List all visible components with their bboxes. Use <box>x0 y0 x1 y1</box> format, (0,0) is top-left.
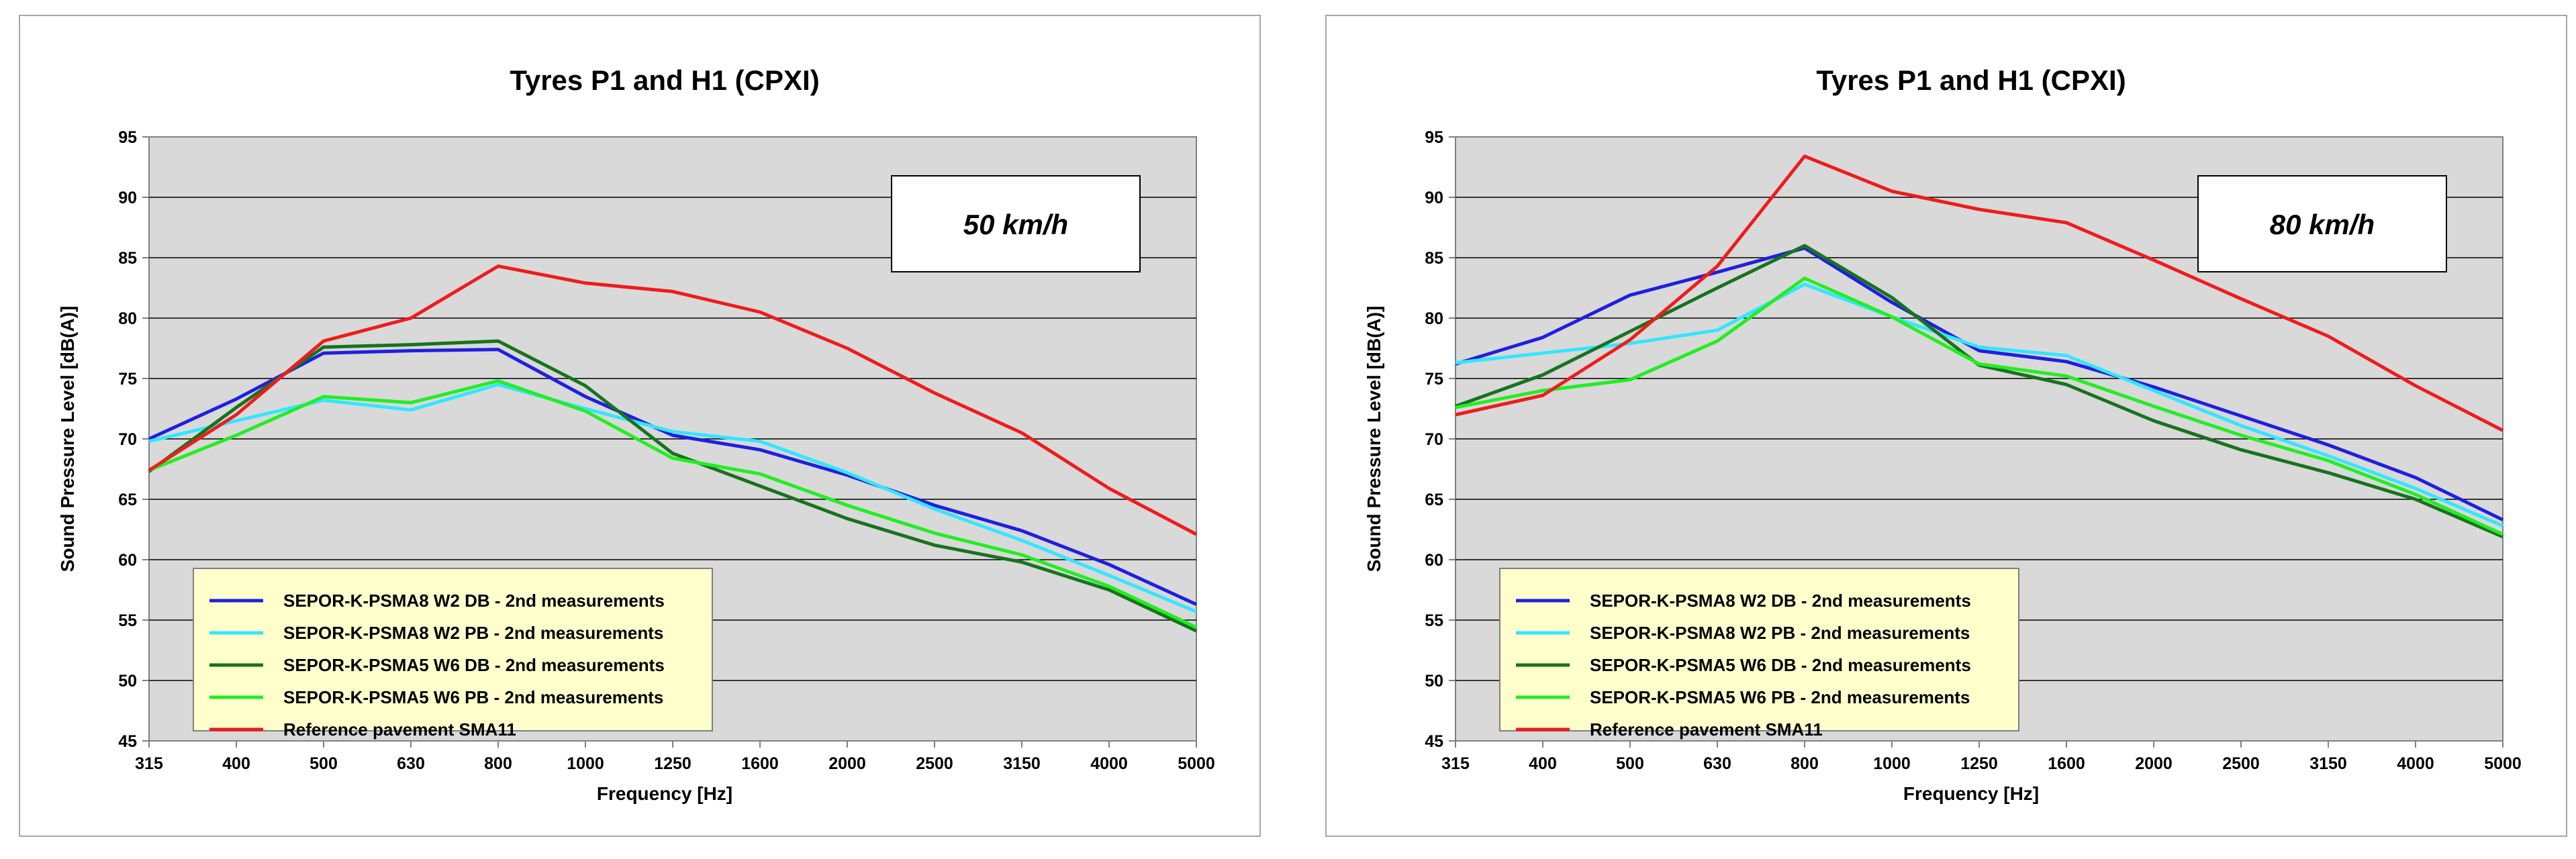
x-tick-label: 5000 <box>1178 754 1215 773</box>
y-tick-label: 55 <box>118 611 137 630</box>
series-line <box>148 379 1198 629</box>
legend-label: SEPOR-K-PSMA8 W2 PB - 2nd measurements <box>283 623 663 643</box>
chart-title: Tyres P1 and H1 (CPXI) <box>1816 64 2126 96</box>
y-axis-label: Sound Pressure Level [dB(A)] <box>57 306 78 572</box>
x-tick-label: 400 <box>222 754 250 773</box>
series-lines <box>148 264 1198 633</box>
y-tick-label: 50 <box>1425 672 1443 691</box>
y-tick-label: 85 <box>118 249 137 268</box>
series-line <box>1455 283 2503 527</box>
y-axis-ticks: 45 50 55 60 65 70 75 80 85 90 95 <box>1425 128 1456 751</box>
series-line <box>148 339 1198 633</box>
x-tick-label: 4000 <box>2397 754 2434 773</box>
chart-panel-80kmh: Tyres P1 and H1 (CPXI) 45 50 55 60 65 70 75 80 8… <box>1325 15 2567 837</box>
series-lines <box>1455 154 2504 539</box>
x-tick-label: 800 <box>1791 754 1819 773</box>
y-tick-label: 95 <box>118 128 137 147</box>
legend-label: SEPOR-K-PSMA8 W2 DB - 2nd measurements <box>1590 591 1971 611</box>
series-line <box>1455 246 2504 521</box>
speed-annotation: 80 km/h <box>2270 209 2375 240</box>
chart-title: Tyres P1 and H1 (CPXI) <box>510 64 819 96</box>
y-tick-label: 65 <box>118 491 137 509</box>
y-tick-label: 60 <box>1425 551 1443 570</box>
y-tick-label: 60 <box>118 551 137 570</box>
legend-label: Reference pavement SMA11 <box>283 719 516 740</box>
y-tick-label: 90 <box>1425 189 1443 207</box>
y-tick-label: 95 <box>1425 128 1443 147</box>
x-tick-label: 315 <box>1441 754 1470 773</box>
x-tick-label: 800 <box>484 754 512 773</box>
x-tick-label: 2500 <box>916 754 953 773</box>
x-tick-label: 2000 <box>2135 754 2173 773</box>
y-axis-label: Sound Pressure Level [dB(A)] <box>1364 306 1384 572</box>
x-tick-label: 1600 <box>2048 754 2085 773</box>
legend-label: SEPOR-K-PSMA5 W6 DB - 2nd measurements <box>283 655 665 675</box>
legend: SEPOR-K-PSMA8 W2 DB - 2nd measurements SE… <box>193 568 713 740</box>
x-tick-label: 500 <box>1616 754 1644 773</box>
series-line <box>148 383 1197 613</box>
x-tick-label: 4000 <box>1090 754 1128 773</box>
speed-annotation-box <box>2197 175 2447 272</box>
x-axis-ticks: 315 400 500 630 800 1000 1250 1600 2000 2500 3150 4… <box>1441 741 2522 773</box>
x-axis-label: Frequency [Hz] <box>1903 783 2039 804</box>
x-axis-label: Frequency [Hz] <box>597 783 732 804</box>
legend-box <box>193 568 713 731</box>
x-tick-label: 1000 <box>1873 754 1911 773</box>
x-tick-label: 3150 <box>2309 754 2347 773</box>
y-tick-label: 80 <box>118 309 137 328</box>
x-tick-label: 5000 <box>2484 754 2522 773</box>
y-tick-label: 75 <box>1425 370 1443 389</box>
y-tick-label: 55 <box>1425 611 1443 630</box>
y-tick-label: 90 <box>118 189 137 207</box>
legend-label: SEPOR-K-PSMA5 W6 PB - 2nd measurements <box>1590 687 1970 707</box>
x-tick-label: 1000 <box>567 754 604 773</box>
legend-label: Reference pavement SMA11 <box>1590 719 1823 740</box>
y-axis-ticks: 45 50 55 60 65 70 75 80 85 90 95 <box>118 128 149 751</box>
x-axis-ticks: 315 400 500 630 800 1000 1250 1600 2000 2500 3150 4… <box>135 741 1215 773</box>
legend-label: SEPOR-K-PSMA8 W2 DB - 2nd measurements <box>283 591 665 611</box>
x-tick-label: 630 <box>397 754 425 773</box>
y-tick-label: 45 <box>1425 732 1443 751</box>
series-line <box>1455 276 2504 536</box>
x-tick-label: 315 <box>135 754 163 773</box>
x-tick-label: 2000 <box>828 754 866 773</box>
y-tick-label: 65 <box>1425 491 1443 509</box>
series-line <box>1455 154 2504 432</box>
legend: SEPOR-K-PSMA8 W2 DB - 2nd measurements SE… <box>1499 568 2019 740</box>
y-tick-label: 70 <box>118 430 137 449</box>
y-tick-label: 45 <box>118 732 137 751</box>
series-line <box>148 348 1198 606</box>
legend-label: SEPOR-K-PSMA5 W6 PB - 2nd measurements <box>283 687 663 707</box>
series-line <box>148 264 1198 536</box>
speed-annotation-box <box>891 175 1141 272</box>
y-tick-label: 50 <box>118 672 137 691</box>
x-tick-label: 1250 <box>1960 754 1998 773</box>
x-tick-label: 400 <box>1529 754 1557 773</box>
x-tick-label: 1600 <box>741 754 779 773</box>
speed-annotation: 50 km/h <box>963 209 1068 240</box>
y-tick-label: 80 <box>1425 309 1443 328</box>
legend-label: SEPOR-K-PSMA8 W2 PB - 2nd measurements <box>1590 623 1970 643</box>
chart-80kmh: Tyres P1 and H1 (CPXI) 45 50 55 60 65 70 75 80 8… <box>1364 64 2522 804</box>
legend-label: SEPOR-K-PSMA5 W6 DB - 2nd measurements <box>1590 655 1971 675</box>
y-tick-label: 75 <box>118 370 137 389</box>
y-tick-label: 70 <box>1425 430 1443 449</box>
x-tick-label: 630 <box>1703 754 1731 773</box>
x-tick-label: 500 <box>309 754 338 773</box>
x-tick-label: 3150 <box>1003 754 1041 773</box>
y-tick-label: 85 <box>1425 249 1443 268</box>
x-tick-label: 2500 <box>2222 754 2260 773</box>
legend-box <box>1499 568 2019 731</box>
x-tick-label: 1250 <box>654 754 691 773</box>
chart-50kmh: Tyres P1 and H1 (CPXI) 45 50 55 60 65 70 75 80 8… <box>57 64 1215 804</box>
chart-panel-50kmh: Tyres P1 and H1 (CPXI) 45 50 55 60 65 70 75 80 8… <box>19 15 1261 837</box>
